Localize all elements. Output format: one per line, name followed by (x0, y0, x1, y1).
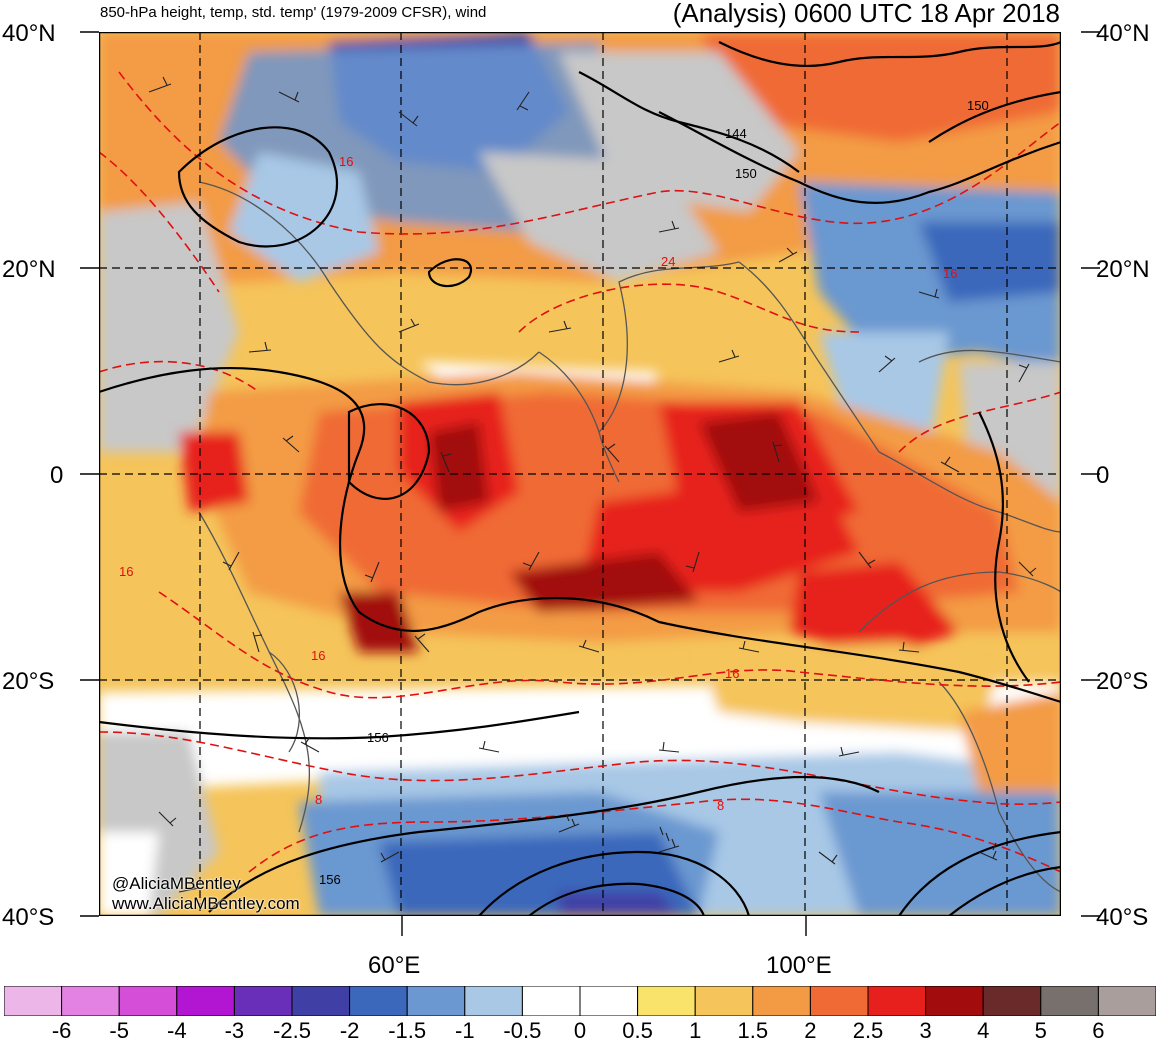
colorbar-swatch (809, 986, 869, 1016)
colorbar-swatch (291, 986, 351, 1016)
lat-label-40s-right: 40°S (1096, 904, 1149, 931)
axis-ticks (80, 31, 1100, 936)
colorbar-tick-label: 0.5 (622, 1018, 653, 1043)
colorbar-swatch (694, 986, 754, 1016)
map-frame (99, 32, 1061, 916)
height-label: 144 (725, 126, 747, 141)
height-label: 156 (367, 730, 389, 745)
height-label: 156 (319, 872, 341, 887)
colorbar-swatch (176, 986, 235, 1016)
colorbar-swatch (637, 986, 696, 1016)
colorbar-tick-label: 2 (804, 1018, 817, 1043)
temperature-anomaly-shading (99, 32, 1061, 916)
colorbar-tick-label: -5 (109, 1018, 129, 1043)
temperature-label: 16 (311, 648, 325, 663)
colorbar-swatch (406, 986, 466, 1016)
lat-label-40n-left: 40°N (2, 20, 56, 47)
lat-label-20s-left: 20°S (2, 668, 55, 695)
temperature-contours (99, 71, 1061, 873)
graticule (99, 32, 1061, 916)
colorbar-tick-label: 5 (1034, 1018, 1047, 1043)
colorbar-tick-label: 1.5 (737, 1018, 769, 1043)
colorbar-swatch (867, 986, 927, 1016)
colorbar-tick-label: -6 (51, 1018, 72, 1043)
colorbar-tick-label: -3 (224, 1018, 245, 1043)
colorbar-tick-label: -1.5 (388, 1018, 427, 1043)
lat-label-20n-right: 20°N (1096, 256, 1150, 283)
temperature-label: 16 (339, 154, 353, 169)
colorbar-tick-label: 6 (1092, 1018, 1105, 1043)
temperature-label: 16 (725, 666, 739, 681)
lat-label-20n-left: 20°N (2, 256, 56, 283)
colorbar-tick-label: -2 (339, 1018, 360, 1043)
colorbar-swatch (752, 986, 811, 1016)
colorbar-swatch (4, 986, 63, 1016)
coastlines (198, 181, 1061, 893)
weather-map: 144 150 150 156 156 16 16 16 16 16 24 8 … (99, 32, 1061, 916)
colorbar-swatch (233, 986, 293, 1016)
colorbar-swatch (464, 986, 523, 1016)
credit-website[interactable]: www.AliciaMBentley.com (112, 894, 300, 913)
wind-barbs (148, 76, 1037, 893)
map-title-variables: 850-hPa height, temp, std. temp' (1979-2… (100, 4, 487, 21)
lat-label-40s-left: 40°S (2, 904, 55, 931)
temperature-label: 16 (119, 564, 133, 579)
temperature-label: 24 (661, 254, 675, 269)
colorbar-swatch (61, 986, 120, 1016)
lat-label-40n-right: 40°N (1096, 20, 1150, 47)
credit-handle: @AliciaMBentley (112, 874, 241, 893)
colorbar-swatch (521, 986, 581, 1016)
temperature-label: 8 (315, 792, 322, 807)
map-title-valid-time: (Analysis) 0600 UTC 18 Apr 2018 (672, 0, 1060, 28)
colorbar-tick-label: -1 (455, 1018, 475, 1043)
colorbar-swatch (579, 986, 639, 1016)
height-contours (99, 40, 1061, 916)
colorbar-swatch (1097, 986, 1156, 1016)
colorbar-tick-label: 0 (573, 1018, 587, 1043)
temperature-label: 16 (943, 266, 957, 281)
colorbar (4, 986, 1156, 1016)
height-label: 150 (967, 98, 989, 113)
colorbar-tick-label: -4 (167, 1018, 187, 1043)
colorbar-tick-label: -0.5 (503, 1018, 542, 1043)
lat-label-eq-left: 0 (50, 462, 64, 489)
lon-label-60e: 60°E (368, 952, 421, 979)
colorbar-tick-label: -2.5 (273, 1018, 311, 1043)
colorbar-swatch (1040, 986, 1099, 1016)
colorbar-tick-label: 3 (919, 1018, 932, 1043)
colorbar-tick-label: 4 (977, 1018, 990, 1043)
colorbar-tick-label: 2.5 (852, 1018, 884, 1043)
lon-label-100e: 100°E (766, 952, 832, 979)
colorbar-swatch (982, 986, 1042, 1016)
colorbar-swatch (925, 986, 984, 1016)
colorbar-swatch (349, 986, 408, 1016)
height-label: 150 (735, 166, 757, 181)
colorbar-swatch (118, 986, 178, 1016)
contour-value-labels: 144 150 150 156 156 16 16 16 16 16 24 8 … (119, 98, 989, 887)
temperature-label: 8 (717, 798, 724, 813)
lat-label-eq-right: 0 (1096, 462, 1110, 489)
lat-label-20s-right: 20°S (1096, 668, 1149, 695)
colorbar-tick-label: 1 (689, 1018, 702, 1043)
